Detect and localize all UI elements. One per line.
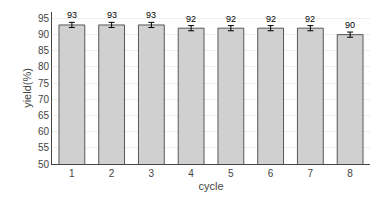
svg-text:70: 70 <box>38 94 50 105</box>
svg-text:1: 1 <box>69 168 75 179</box>
svg-text:93: 93 <box>107 10 117 20</box>
svg-text:92: 92 <box>266 14 276 24</box>
svg-text:65: 65 <box>38 110 50 121</box>
svg-text:8: 8 <box>347 168 353 179</box>
svg-text:5: 5 <box>228 168 234 179</box>
svg-text:85: 85 <box>38 45 50 56</box>
svg-text:80: 80 <box>38 61 50 72</box>
svg-text:75: 75 <box>38 78 50 89</box>
svg-text:60: 60 <box>38 126 50 137</box>
svg-text:6: 6 <box>268 168 274 179</box>
svg-text:7: 7 <box>308 168 314 179</box>
svg-text:93: 93 <box>146 10 156 20</box>
svg-text:90: 90 <box>38 29 50 40</box>
svg-text:93: 93 <box>67 10 77 20</box>
svg-text:4: 4 <box>188 168 194 179</box>
svg-text:55: 55 <box>38 142 50 153</box>
svg-text:92: 92 <box>226 14 236 24</box>
svg-text:92: 92 <box>186 14 196 24</box>
svg-text:95: 95 <box>38 13 50 24</box>
svg-text:90: 90 <box>345 20 355 30</box>
svg-text:cycle: cycle <box>198 180 223 192</box>
svg-text:2: 2 <box>109 168 115 179</box>
svg-text:92: 92 <box>305 14 315 24</box>
svg-text:yield(%): yield(%) <box>21 68 33 108</box>
svg-text:3: 3 <box>149 168 155 179</box>
svg-text:50: 50 <box>38 159 50 170</box>
